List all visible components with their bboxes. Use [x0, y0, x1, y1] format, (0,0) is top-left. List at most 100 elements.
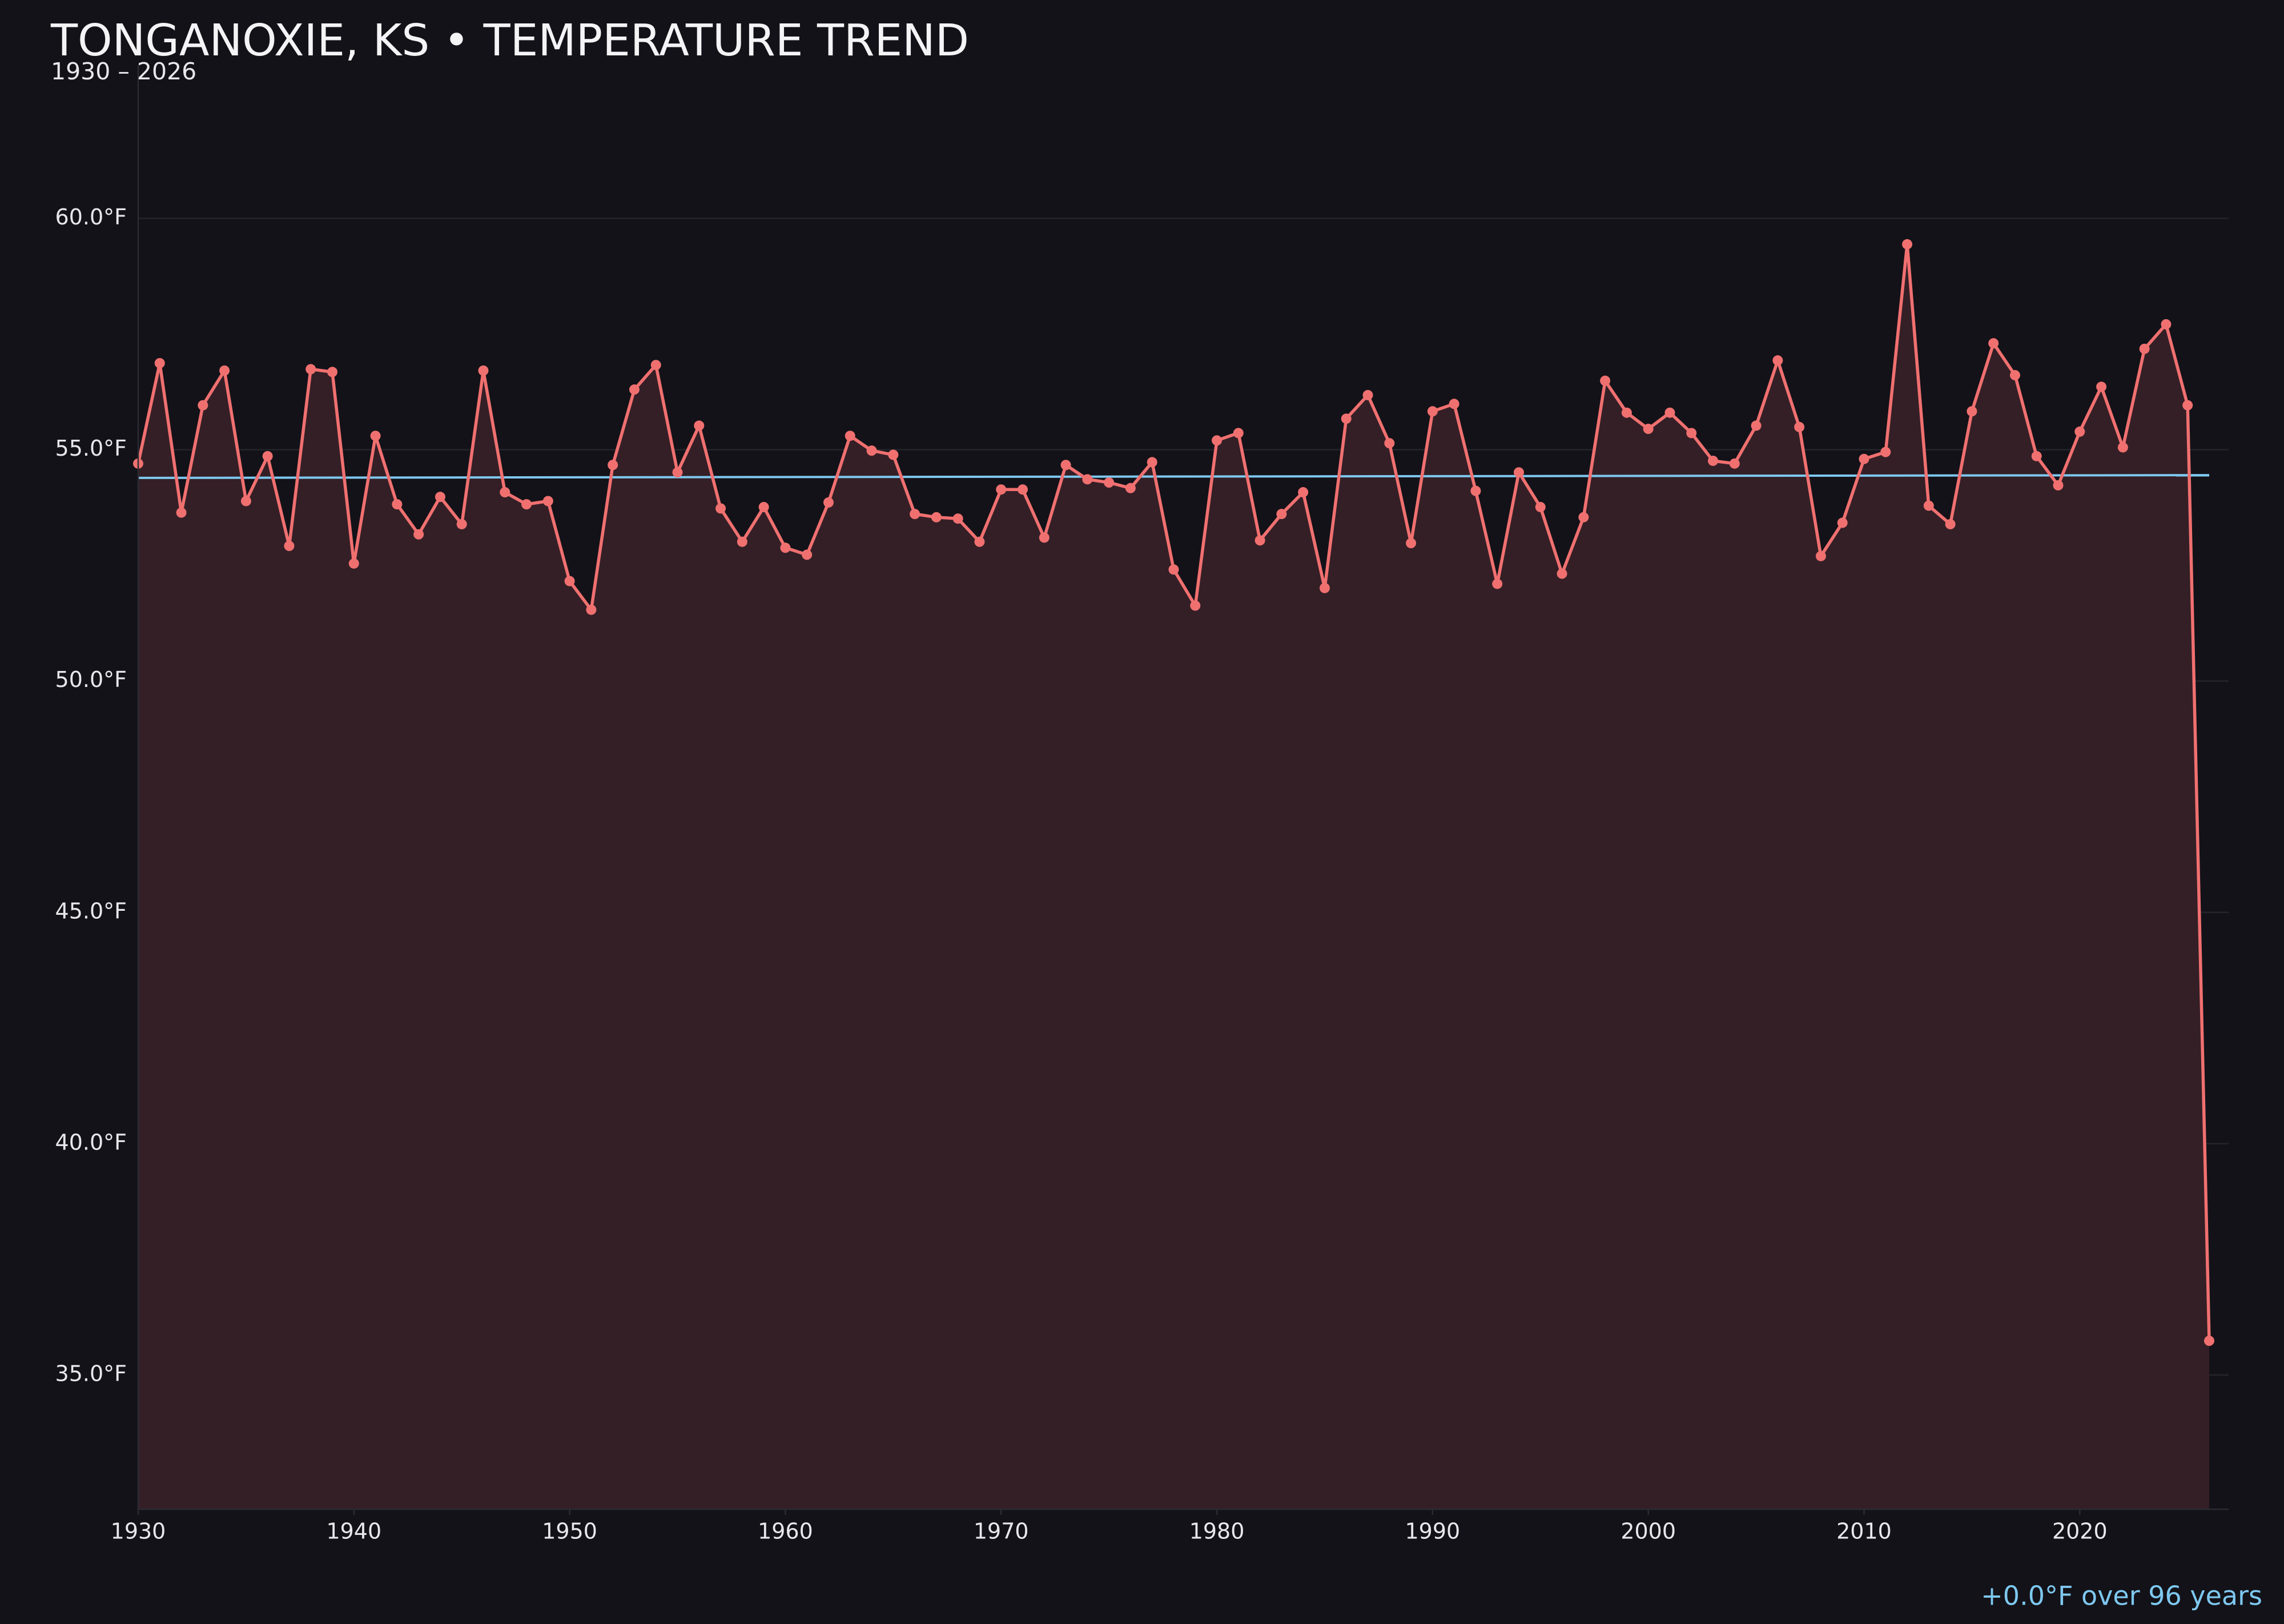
point	[866, 445, 877, 456]
point	[413, 529, 424, 540]
point	[564, 576, 575, 586]
point	[1880, 447, 1891, 457]
point	[1492, 578, 1503, 589]
point	[176, 507, 187, 518]
point	[2074, 426, 2085, 437]
point	[780, 542, 791, 553]
point	[737, 536, 747, 547]
point	[262, 451, 273, 461]
point	[802, 549, 813, 560]
y-tick-label: 40.0°F	[55, 1129, 127, 1155]
point	[435, 492, 445, 503]
point	[672, 467, 683, 478]
point	[1384, 438, 1395, 449]
point	[1923, 500, 1934, 511]
point	[650, 360, 661, 371]
point	[823, 497, 834, 508]
point	[1018, 484, 1028, 495]
point	[845, 431, 855, 441]
point	[931, 512, 942, 522]
point	[1794, 421, 1805, 432]
point	[1276, 509, 1287, 520]
area	[138, 244, 2209, 1509]
point	[1578, 512, 1589, 522]
x-tick-label: 1960	[758, 1519, 813, 1544]
x-tick-label: 2020	[2052, 1519, 2108, 1544]
point	[327, 367, 338, 377]
point	[154, 357, 165, 368]
point	[1643, 424, 1654, 435]
point	[219, 365, 230, 376]
point	[952, 513, 963, 524]
point	[2182, 400, 2193, 411]
point	[1837, 517, 1848, 528]
point	[1190, 600, 1201, 611]
point	[1406, 538, 1417, 549]
point	[586, 604, 597, 615]
y-tick-label: 60.0°F	[55, 204, 127, 230]
y-tick-label: 45.0°F	[55, 898, 127, 923]
point	[1772, 355, 1783, 366]
point	[521, 499, 532, 510]
point	[198, 400, 208, 411]
point	[456, 518, 467, 529]
point	[1621, 407, 1632, 418]
point	[1319, 582, 1330, 593]
trend-annotation: +0.0°F over 96 years	[1981, 1581, 2262, 1611]
point	[2096, 381, 2107, 392]
point	[1988, 338, 1999, 349]
point	[2161, 319, 2172, 329]
point	[1341, 413, 1352, 424]
point	[1125, 483, 1136, 493]
point	[1298, 487, 1309, 498]
point	[1902, 239, 1913, 250]
x-tick-label: 1930	[111, 1519, 166, 1544]
point	[1513, 467, 1524, 478]
point	[1039, 532, 1049, 543]
point	[996, 484, 1007, 495]
y-tick-label: 55.0°F	[55, 436, 127, 461]
point	[2031, 451, 2042, 461]
point	[1168, 564, 1179, 575]
point	[1147, 457, 1157, 468]
point	[2139, 343, 2150, 354]
point	[1686, 428, 1697, 439]
point	[392, 499, 403, 510]
x-tick-label: 1990	[1405, 1519, 1461, 1544]
point	[1859, 453, 1869, 464]
point	[305, 364, 316, 375]
point	[1751, 420, 1762, 431]
point	[1449, 399, 1459, 409]
point	[1815, 550, 1826, 561]
point	[608, 460, 618, 471]
y-tick-label: 50.0°F	[55, 667, 127, 692]
chart-title: TONGANOXIE, KS • TEMPERATURE TREND	[50, 15, 969, 66]
point	[348, 558, 359, 569]
x-tick-label: 2010	[1836, 1519, 1892, 1544]
x-tick-label: 2000	[1620, 1519, 1676, 1544]
point	[888, 449, 899, 460]
x-tick-label: 1970	[974, 1519, 1029, 1544]
point	[1212, 435, 1223, 446]
point	[1945, 518, 1956, 529]
x-tick-label: 1980	[1189, 1519, 1245, 1544]
point	[1664, 407, 1675, 418]
point	[1729, 458, 1740, 469]
chart-subtitle: 1930 – 2026	[51, 58, 196, 85]
point	[2053, 480, 2064, 491]
point	[1233, 428, 1244, 439]
x-tick-label: 1950	[542, 1519, 597, 1544]
point	[478, 365, 489, 376]
point	[2203, 1336, 2214, 1346]
point	[2117, 442, 2128, 453]
point	[1060, 460, 1071, 471]
point	[284, 541, 295, 552]
point	[370, 431, 381, 441]
y-tick-label: 35.0°F	[55, 1361, 127, 1386]
point	[1967, 406, 1977, 417]
point	[1362, 389, 1373, 400]
point	[2009, 370, 2020, 381]
point	[715, 503, 726, 514]
point	[1535, 501, 1546, 512]
